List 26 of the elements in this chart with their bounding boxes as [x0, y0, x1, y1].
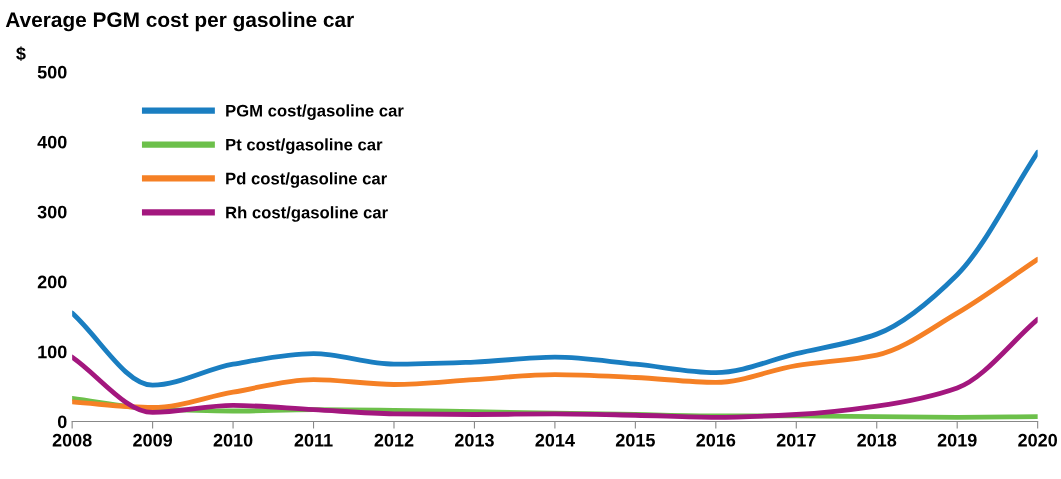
x-tick-label: 2018 — [857, 433, 897, 447]
y-tick-label: 0 — [57, 415, 67, 429]
x-tick-label: 2009 — [133, 433, 173, 447]
legend-label: Pt cost/gasoline car — [226, 138, 383, 154]
x-tick-label: 2017 — [776, 433, 816, 447]
legend-label: Rh cost/gasoline car — [226, 206, 388, 222]
x-tick-label: 2020 — [1018, 433, 1057, 447]
y-axis-title: $ — [16, 46, 26, 62]
chart-title: Average PGM cost per gasoline car — [5, 11, 354, 32]
y-tick-label: 400 — [37, 135, 67, 149]
x-tick-label: 2015 — [615, 433, 655, 447]
line-series — [72, 256, 1038, 410]
y-tick-label: 300 — [37, 205, 67, 219]
x-tick-label: 2008 — [52, 433, 92, 447]
x-tick-label: 2012 — [374, 433, 414, 447]
x-tick-label: 2014 — [535, 433, 575, 447]
y-tick-label: 500 — [37, 65, 67, 79]
x-tick-label: 2011 — [294, 433, 333, 447]
x-tick-label: 2016 — [696, 433, 736, 447]
legend-label: PGM cost/gasoline car — [226, 104, 404, 120]
x-tick-label: 2010 — [213, 433, 253, 447]
x-tick-label: 2019 — [937, 433, 977, 447]
y-tick-label: 200 — [37, 275, 67, 289]
x-tick-label: 2013 — [454, 433, 494, 447]
y-tick-label: 100 — [38, 345, 67, 359]
legend-label: Pd cost/gasoline car — [226, 172, 387, 188]
